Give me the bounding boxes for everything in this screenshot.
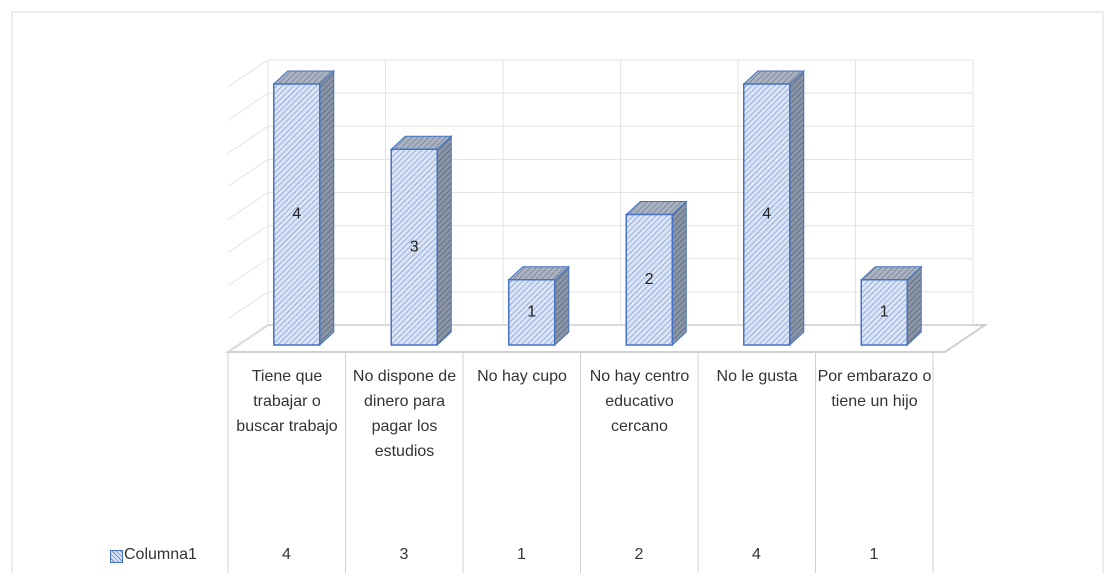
value-label: 2 xyxy=(645,271,654,288)
bar-side xyxy=(319,69,335,347)
table-value: 1 xyxy=(517,546,526,563)
bar-side xyxy=(554,265,570,347)
side-grid-line xyxy=(227,125,269,154)
bar xyxy=(860,279,908,346)
side-grid-line xyxy=(227,92,269,121)
category-label: No hay cupo xyxy=(477,368,567,385)
category-label: Tiene que trabajar o buscar trabajo xyxy=(236,368,338,435)
bar xyxy=(625,213,673,346)
bar-side xyxy=(906,265,922,347)
side-grid-line xyxy=(227,324,269,353)
side-grid-line xyxy=(227,158,269,187)
bar xyxy=(508,279,556,346)
table-value: 3 xyxy=(399,546,409,563)
value-label: 3 xyxy=(410,238,419,255)
category-label: No hay centro educativo cercano xyxy=(589,368,690,435)
bar xyxy=(390,148,438,346)
bar xyxy=(273,83,321,346)
table-value: 4 xyxy=(752,546,761,563)
table-value: 2 xyxy=(634,546,644,563)
bar-side xyxy=(436,135,452,347)
table-value: 4 xyxy=(282,546,291,563)
value-label: 1 xyxy=(527,304,536,321)
side-grid-line xyxy=(227,225,269,254)
bar xyxy=(743,83,791,346)
side-grid-line xyxy=(227,59,269,88)
bar-side xyxy=(789,69,805,347)
table-value: 1 xyxy=(869,546,879,563)
category-label: Por embarazo o tiene un hijo xyxy=(817,368,932,410)
bar-side xyxy=(671,200,687,347)
value-label: 4 xyxy=(762,206,771,223)
value-label: 4 xyxy=(292,206,301,223)
side-grid-line xyxy=(227,291,269,320)
value-label: 1 xyxy=(880,304,889,321)
side-grid-line xyxy=(227,192,269,220)
legend-swatch xyxy=(110,550,123,563)
side-grid-line xyxy=(227,258,269,287)
chart-border xyxy=(11,11,1104,573)
category-label: No dispone de dinero para pagar los estu… xyxy=(352,368,457,460)
legend-label: Columna1 xyxy=(124,546,197,563)
category-label: No le gusta xyxy=(716,368,798,385)
